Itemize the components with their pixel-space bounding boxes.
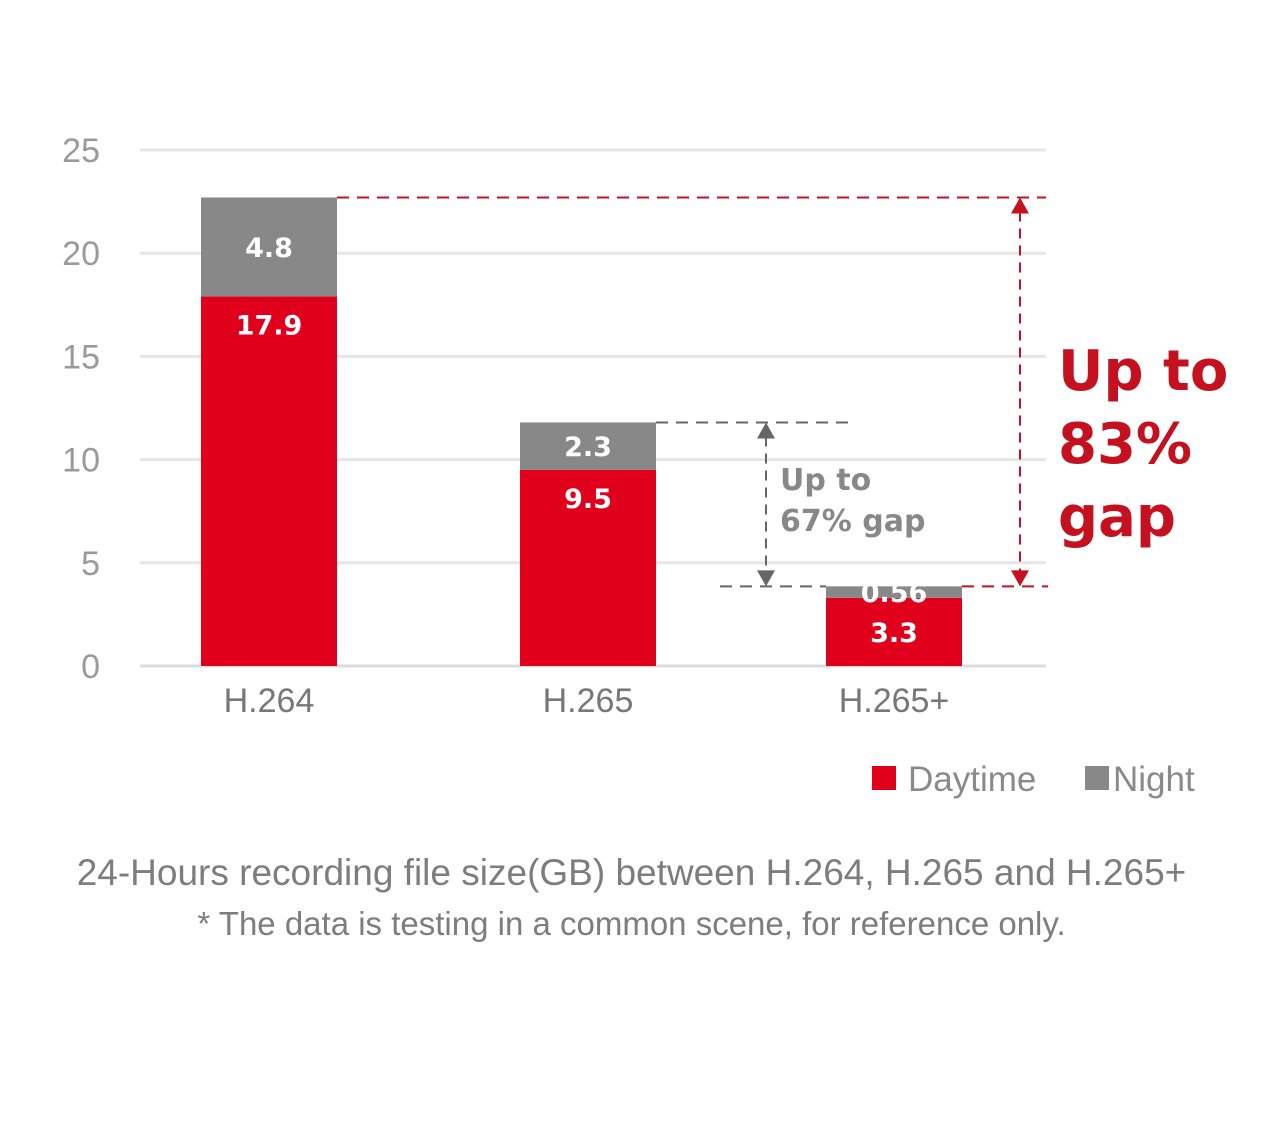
arrow-down-icon (757, 570, 775, 587)
y-tick-label: 10 (62, 442, 100, 480)
y-tick-label: 5 (81, 545, 100, 583)
gap-label-67: 67% gap (780, 504, 925, 539)
y-tick-label: 15 (62, 338, 100, 376)
data-label: 0.56 (861, 578, 928, 609)
x-tick-label: H.265+ (839, 682, 950, 720)
bar-segment-daytime (520, 469, 656, 666)
chart-caption: 24-Hours recording file size(GB) between… (76, 852, 1187, 893)
y-tick-label: 20 (62, 235, 100, 273)
gap-annotations: Up to 67% gap Up to 83% gap (337, 196, 1228, 588)
arrow-up-icon (1011, 197, 1029, 214)
data-label: 2.3 (564, 432, 612, 463)
arrow-up-icon (757, 422, 775, 439)
arrow-down-icon (1011, 570, 1029, 587)
y-axis: 0 5 10 15 20 25 (62, 132, 100, 686)
x-tick-label: H.265 (543, 682, 634, 720)
bar-segment-night (826, 586, 962, 598)
legend-label: Night (1113, 760, 1195, 799)
bar-segment-night (520, 422, 656, 470)
y-tick-label: 25 (62, 132, 100, 170)
data-label: 9.5 (564, 484, 612, 515)
bar-segment-daytime (826, 597, 962, 666)
bar-segment-daytime (201, 296, 337, 666)
legend-swatch (872, 766, 896, 790)
gap-label-83: Up to (1058, 339, 1228, 404)
gap-label-83: 83% (1058, 412, 1192, 477)
x-tick-label: H.264 (224, 682, 315, 720)
legend: Daytime Night (872, 760, 1195, 799)
data-label: 3.3 (870, 618, 918, 649)
bars: 17.9 4.8 9.5 2.3 3.3 0.56 (201, 197, 962, 666)
bar-segment-night (201, 197, 337, 297)
x-axis: H.264 H.265 H.265+ (224, 682, 950, 720)
gap-label-67: Up to (780, 463, 871, 498)
data-label: 17.9 (236, 311, 303, 342)
legend-label: Daytime (908, 760, 1036, 799)
gap-label-83: gap (1058, 485, 1176, 550)
legend-swatch (1085, 766, 1109, 790)
chart-note: * The data is testing in a common scene,… (197, 905, 1066, 942)
y-tick-label: 0 (81, 648, 100, 686)
data-label: 4.8 (245, 233, 293, 264)
